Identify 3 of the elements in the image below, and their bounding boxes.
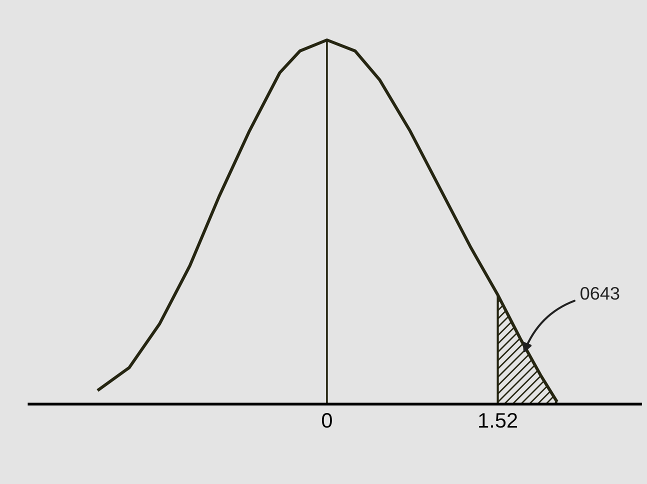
x-tick-label: 0 bbox=[322, 413, 332, 428]
annotation: 0643 bbox=[580, 286, 620, 300]
x-tick-label: 1.52 bbox=[479, 413, 518, 428]
